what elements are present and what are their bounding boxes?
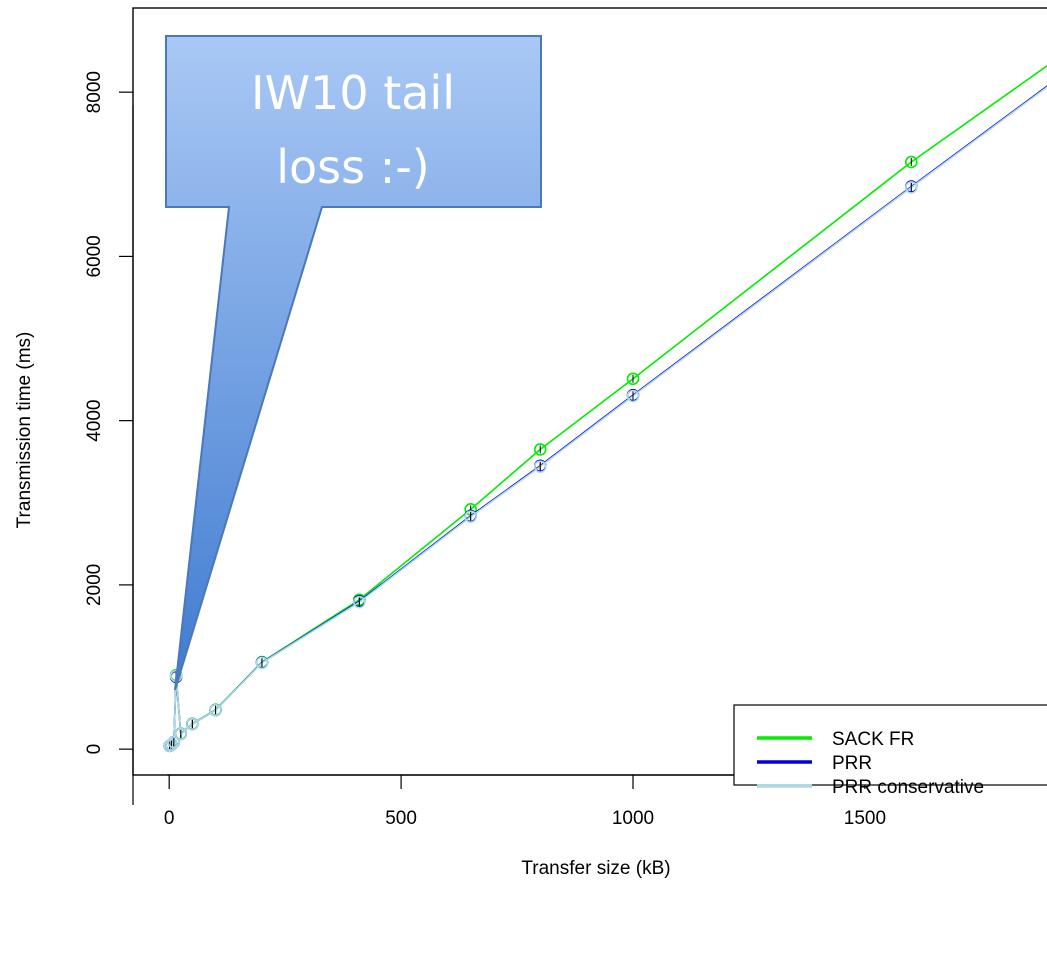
series-2-point-4 — [174, 727, 188, 741]
series-2-point-7 — [255, 656, 269, 670]
series-2-point-9 — [464, 510, 477, 524]
series-2-point-2 — [167, 735, 181, 749]
series-2-point-10 — [533, 460, 547, 473]
legend-label-2: PRR conservative — [832, 777, 984, 798]
y-axis: 0 2000 4000 6000 8000 — [84, 71, 134, 805]
series-line-2 — [169, 86, 1047, 747]
legend-label-1: PRR — [832, 753, 872, 774]
y-tick-label-3: 6000 — [84, 235, 105, 277]
series-layer — [163, 64, 1047, 753]
y-tick-label-4: 8000 — [84, 71, 105, 113]
callout-shape — [165, 35, 542, 691]
x-axis-title: Transfer size (kB) — [521, 858, 670, 879]
series-0-point-11 — [626, 372, 640, 386]
y-axis-title: Transmission time (ms) — [14, 332, 35, 529]
series-2-point-5 — [186, 717, 199, 731]
x-tick-label-3: 1500 — [844, 808, 886, 829]
callout: IW10 tail loss :-) — [165, 35, 542, 691]
series-0-point-12 — [904, 155, 918, 169]
series-0-point-10 — [533, 443, 547, 456]
series-2 — [163, 86, 1047, 753]
y-tick-label-1: 2000 — [84, 564, 105, 606]
series-2-point-6 — [209, 703, 222, 717]
series-2-point-11 — [626, 389, 640, 403]
series-2-point-8 — [353, 595, 366, 609]
legend: SACK FR PRR PRR conservative — [733, 704, 1047, 798]
legend-box — [733, 704, 1047, 786]
x-tick-label-2: 1000 — [612, 808, 654, 829]
callout-text-line-1: IW10 tail — [251, 66, 455, 120]
x-tick-label-0: 0 — [164, 808, 175, 829]
series-2-point-0 — [163, 739, 176, 753]
series-2-point-1 — [165, 738, 178, 751]
series-2-point-12 — [904, 181, 918, 194]
y-tick-label-2: 4000 — [84, 400, 105, 442]
x-tick-label-1: 500 — [385, 808, 417, 829]
legend-label-0: SACK FR — [832, 729, 914, 750]
callout-text-line-2: loss :-) — [276, 140, 430, 194]
y-tick-label-0: 0 — [84, 744, 105, 755]
